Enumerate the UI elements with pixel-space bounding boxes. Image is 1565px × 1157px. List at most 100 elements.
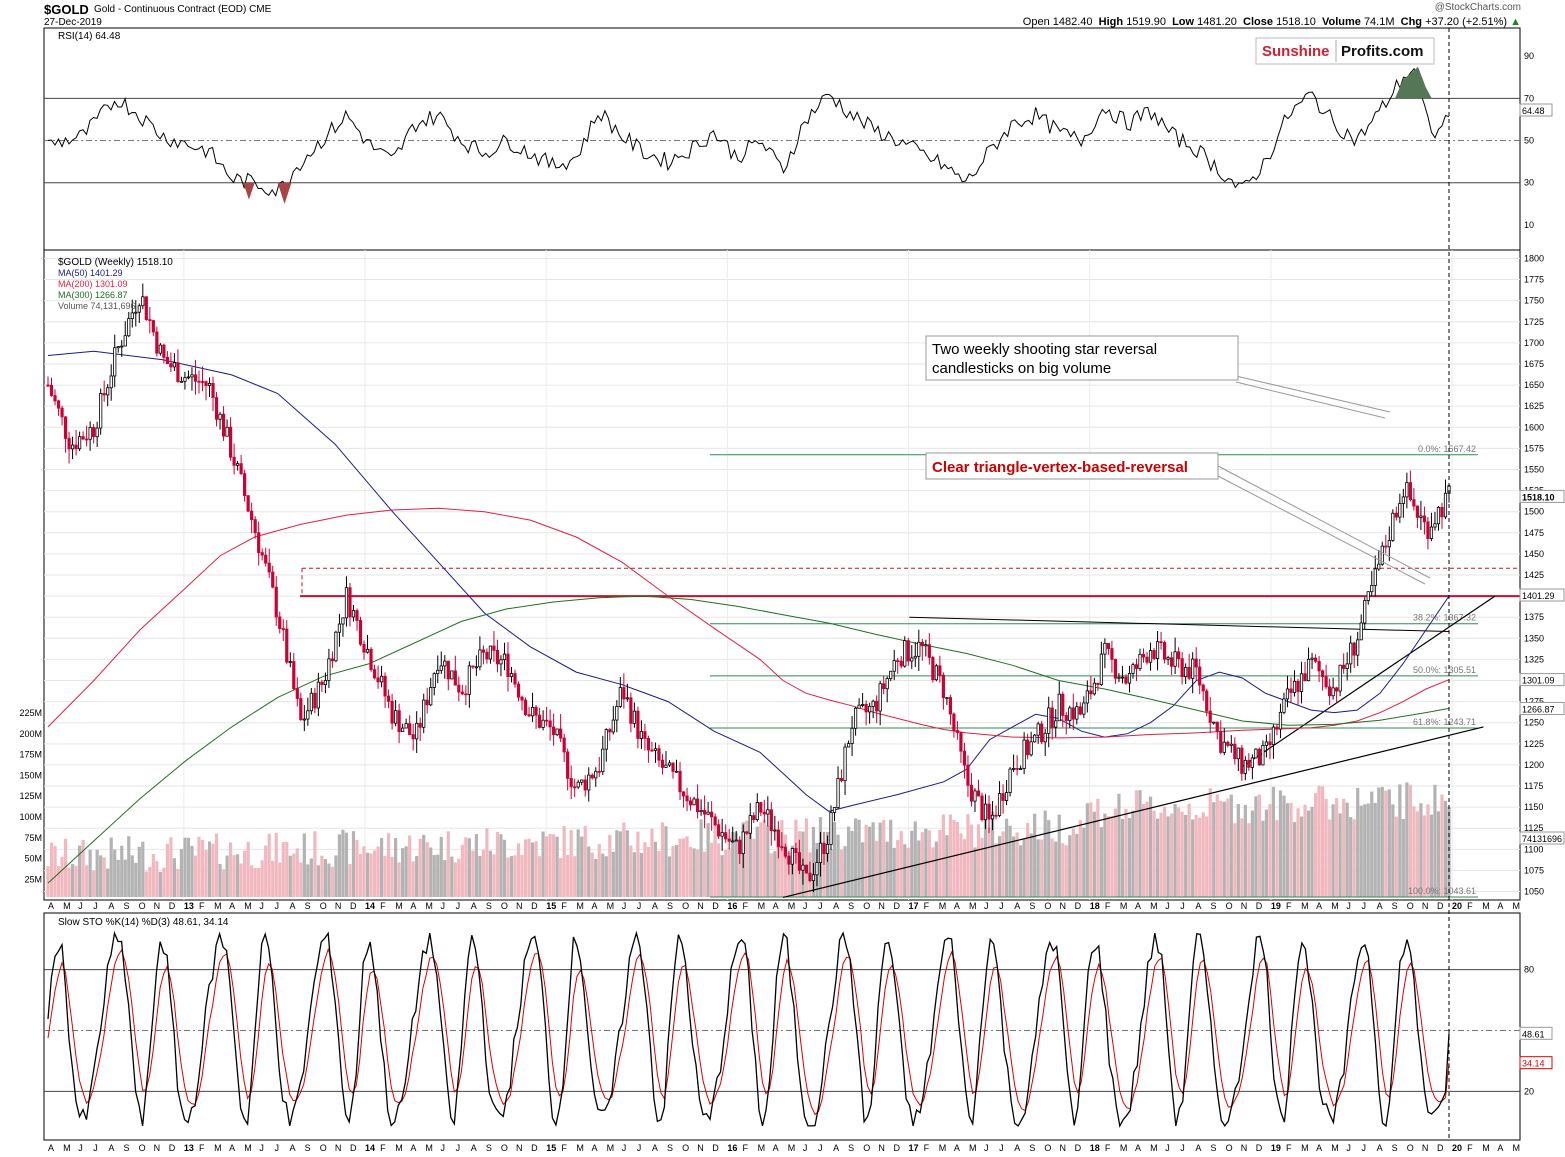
candle-body	[49, 384, 54, 396]
candle-body	[1292, 680, 1297, 693]
volume-tick-label: 100M	[19, 812, 42, 822]
price-tag-label: 1401.29	[1522, 591, 1555, 601]
volume-bar	[1226, 798, 1230, 897]
volume-bar	[664, 826, 668, 897]
volume-bar	[523, 839, 528, 897]
annotation1-line2: candlesticks on big volume	[932, 360, 1111, 377]
volume-bar	[390, 856, 394, 897]
volume-bar	[1078, 820, 1082, 897]
volume-bar	[250, 865, 254, 897]
candle-body	[348, 587, 352, 618]
price-tick-label: 1150	[1524, 802, 1543, 812]
candle-body	[1282, 698, 1286, 713]
volume-bar	[857, 819, 861, 897]
volume-bar	[853, 818, 858, 897]
candle-body	[625, 697, 629, 700]
volume-bar	[207, 841, 212, 897]
volume-value: 74.1M	[1363, 16, 1395, 28]
candle-body	[990, 814, 995, 820]
x-axis-label: J	[78, 1143, 83, 1153]
candle-body	[1264, 741, 1269, 746]
volume-bar	[601, 853, 605, 897]
x-axis-label: J	[818, 1143, 823, 1153]
candle-body	[590, 774, 594, 779]
volume-bar	[432, 855, 436, 897]
x-axis-label: A	[108, 901, 114, 911]
x-axis-label: M	[576, 901, 584, 911]
volume-bar	[214, 833, 219, 897]
candle-body	[1191, 658, 1195, 679]
candle-body	[1271, 726, 1276, 746]
candle-body	[822, 842, 826, 855]
price-tick-label: 1725	[1524, 317, 1544, 327]
volume-bar	[1089, 802, 1093, 897]
volume-bar	[197, 836, 201, 897]
volume-bar	[660, 822, 665, 897]
volume-bar	[323, 859, 327, 897]
volume-bar	[1212, 802, 1216, 897]
candle-body	[106, 387, 110, 396]
candle-body	[376, 677, 380, 683]
rsi-legend: RSI(14) 64.48	[58, 31, 121, 42]
volume-bar	[271, 860, 275, 897]
volume-bar	[994, 843, 998, 897]
volume-bar	[474, 834, 478, 897]
volume-bar	[1198, 817, 1202, 897]
candle-body	[1103, 642, 1107, 655]
volume-bar	[70, 864, 75, 897]
sto-panel	[43, 912, 1521, 1141]
volume-bar	[1092, 811, 1096, 897]
x-axis-label: J	[274, 901, 279, 911]
candle-body	[618, 687, 622, 707]
volume-bar	[186, 837, 191, 897]
candle-body	[53, 395, 57, 402]
volume-bar	[155, 861, 159, 897]
candle-body	[358, 620, 363, 645]
x-axis-label: D	[531, 901, 538, 911]
x-axis-label: J	[259, 901, 264, 911]
volume-bar	[892, 847, 896, 897]
volume-bar	[622, 822, 626, 897]
x-axis-label: A	[1497, 1143, 1503, 1153]
volume-bar	[829, 849, 833, 897]
x-axis-label: M	[63, 901, 71, 911]
candle-body	[274, 586, 278, 618]
volume-bar	[685, 836, 689, 897]
volume-bar	[566, 854, 570, 897]
x-axis-label: D	[1075, 901, 1082, 911]
x-axis-label: O	[1044, 901, 1051, 911]
candle-body	[801, 864, 805, 871]
x-axis-label: F	[924, 1143, 930, 1153]
volume-bar	[436, 854, 440, 897]
candle-body	[415, 722, 419, 740]
candle-body	[632, 710, 636, 724]
volume-bar	[127, 836, 131, 897]
candle-body	[720, 832, 724, 837]
volume-bar	[1068, 835, 1072, 897]
candle-body	[681, 791, 686, 797]
x-axis-label: J	[456, 901, 461, 911]
sto-legend: Slow STO %K(14) %D(3) 48.61, 34.14	[58, 917, 229, 928]
volume-bar	[762, 819, 766, 897]
x-axis-label: M	[1150, 901, 1158, 911]
candle-body	[1443, 492, 1448, 518]
candle-body	[896, 660, 900, 663]
volume-bar	[1096, 798, 1100, 897]
volume-tick-label: 150M	[19, 770, 42, 780]
x-axis-label: A	[48, 1143, 54, 1153]
volume-bar	[464, 837, 468, 897]
candle-body	[127, 318, 131, 337]
volume-bar	[618, 831, 622, 897]
volume-bar	[179, 849, 184, 897]
candle-body	[1170, 657, 1174, 667]
x-axis-label: N	[1060, 901, 1067, 911]
volume-bar	[987, 827, 991, 897]
candle-body	[762, 811, 766, 815]
x-axis-label: J	[803, 901, 808, 911]
volume-bar	[917, 840, 921, 897]
candle-body	[997, 793, 1002, 816]
candle-body	[228, 426, 233, 458]
candle-body	[692, 798, 696, 806]
volume-bar	[934, 841, 938, 897]
candle-body	[924, 644, 928, 647]
